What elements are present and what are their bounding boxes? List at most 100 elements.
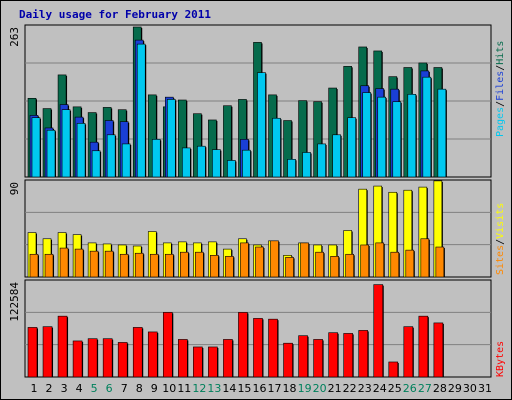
day-label: 9 bbox=[151, 382, 158, 395]
sites-bar bbox=[270, 240, 279, 278]
sites-bar bbox=[74, 248, 84, 278]
day-label: 22 bbox=[343, 382, 357, 395]
kbytes-bar bbox=[283, 342, 293, 378]
axis-series-label: Sites/Visits bbox=[495, 203, 506, 275]
pages-bar bbox=[182, 147, 191, 178]
pages-bar bbox=[76, 123, 86, 178]
day-label: 16 bbox=[252, 382, 266, 395]
kbytes-bar bbox=[373, 284, 384, 378]
sites-bar bbox=[240, 242, 249, 278]
pages-bar bbox=[257, 72, 266, 178]
day-label: 2 bbox=[46, 382, 53, 395]
kbytes-bar bbox=[178, 339, 188, 378]
axis-series-name: Files bbox=[495, 71, 506, 101]
day-label: 10 bbox=[162, 382, 176, 395]
sites-bar bbox=[375, 242, 385, 278]
day-label: 8 bbox=[136, 382, 143, 395]
sites-bar bbox=[330, 256, 339, 278]
day-label: 4 bbox=[76, 382, 83, 395]
pages-bar bbox=[362, 92, 372, 178]
pages-bar bbox=[197, 145, 206, 178]
day-label: 28 bbox=[433, 382, 447, 395]
sites-bar bbox=[44, 253, 54, 278]
sites-bar bbox=[149, 253, 159, 278]
day-label: 7 bbox=[121, 382, 128, 395]
sites-bar bbox=[390, 251, 400, 278]
axis-series-label: KBytes bbox=[495, 341, 506, 377]
sites-bar bbox=[29, 253, 39, 278]
kbytes-bar bbox=[72, 340, 83, 378]
day-label: 27 bbox=[418, 382, 432, 395]
sites-bar bbox=[210, 255, 219, 278]
sites-bar bbox=[405, 249, 415, 278]
day-label: 1 bbox=[31, 382, 38, 395]
day-label: 31 bbox=[478, 382, 492, 395]
kbytes-bar bbox=[117, 342, 128, 378]
kbytes-bar bbox=[358, 330, 369, 378]
kbytes-bar bbox=[208, 346, 218, 378]
kbytes-bar bbox=[147, 331, 158, 378]
sites-bar bbox=[225, 256, 234, 278]
kbytes-bar bbox=[328, 332, 338, 378]
kbytes-bar bbox=[27, 327, 38, 378]
sites-bar bbox=[104, 250, 114, 278]
pages-bar bbox=[61, 109, 71, 178]
chart-title: Daily usage for February 2011 bbox=[19, 8, 212, 21]
sites-bar bbox=[89, 250, 99, 278]
kbytes-bar bbox=[87, 338, 98, 378]
sites-bar bbox=[360, 244, 370, 278]
day-label: 20 bbox=[313, 382, 327, 395]
kbytes-bar bbox=[132, 327, 143, 378]
pages-bar bbox=[106, 134, 116, 178]
axis-separator: / bbox=[495, 239, 506, 245]
pages-bar bbox=[302, 152, 311, 178]
kbytes-bar bbox=[162, 312, 173, 378]
day-label: 29 bbox=[448, 382, 462, 395]
day-label: 19 bbox=[298, 382, 312, 395]
day-label: 18 bbox=[283, 382, 297, 395]
pages-bar bbox=[422, 76, 432, 178]
day-label: 23 bbox=[358, 382, 372, 395]
axis-series-name: KBytes bbox=[495, 341, 506, 377]
day-label: 13 bbox=[207, 382, 221, 395]
sites-bar bbox=[164, 253, 174, 278]
day-label: 24 bbox=[373, 382, 387, 395]
kbytes-bar bbox=[418, 315, 429, 378]
day-label: 25 bbox=[388, 382, 402, 395]
day-label: 5 bbox=[91, 382, 98, 395]
sites-bar bbox=[435, 246, 445, 278]
day-label: 12 bbox=[192, 382, 206, 395]
pages-bar bbox=[407, 94, 417, 178]
day-label: 15 bbox=[237, 382, 251, 395]
pages-bar bbox=[121, 143, 131, 178]
kbytes-bar bbox=[253, 318, 263, 378]
day-label: 26 bbox=[403, 382, 417, 395]
pages-bar bbox=[91, 150, 101, 178]
pages-bar bbox=[136, 43, 146, 178]
pages-bar bbox=[46, 129, 56, 178]
axis-series-label: Pages/Files/Hits bbox=[495, 41, 506, 137]
y-max-label: 90 bbox=[8, 182, 21, 195]
pages-bar bbox=[392, 101, 402, 178]
day-label: 14 bbox=[222, 382, 236, 395]
kbytes-bar bbox=[102, 338, 113, 378]
kbytes-bar bbox=[343, 333, 353, 378]
kbytes-bar bbox=[193, 346, 203, 378]
day-label: 17 bbox=[268, 382, 282, 395]
sites-bar bbox=[119, 253, 129, 278]
sites-bar bbox=[300, 242, 309, 278]
y-max-label: 263 bbox=[8, 27, 21, 47]
pages-bar bbox=[377, 96, 387, 178]
sites-bar bbox=[315, 251, 324, 278]
kbytes-bar bbox=[268, 318, 278, 378]
y-max-label: 122584 bbox=[8, 282, 21, 322]
day-label: 3 bbox=[61, 382, 68, 395]
axis-series-name: Pages bbox=[495, 107, 506, 137]
pages-bar bbox=[317, 143, 326, 178]
day-label: 30 bbox=[463, 382, 477, 395]
sites-bar bbox=[255, 246, 264, 278]
kbytes-bar bbox=[298, 335, 308, 378]
pages-bar bbox=[242, 149, 251, 178]
kbytes-bar bbox=[388, 361, 399, 378]
